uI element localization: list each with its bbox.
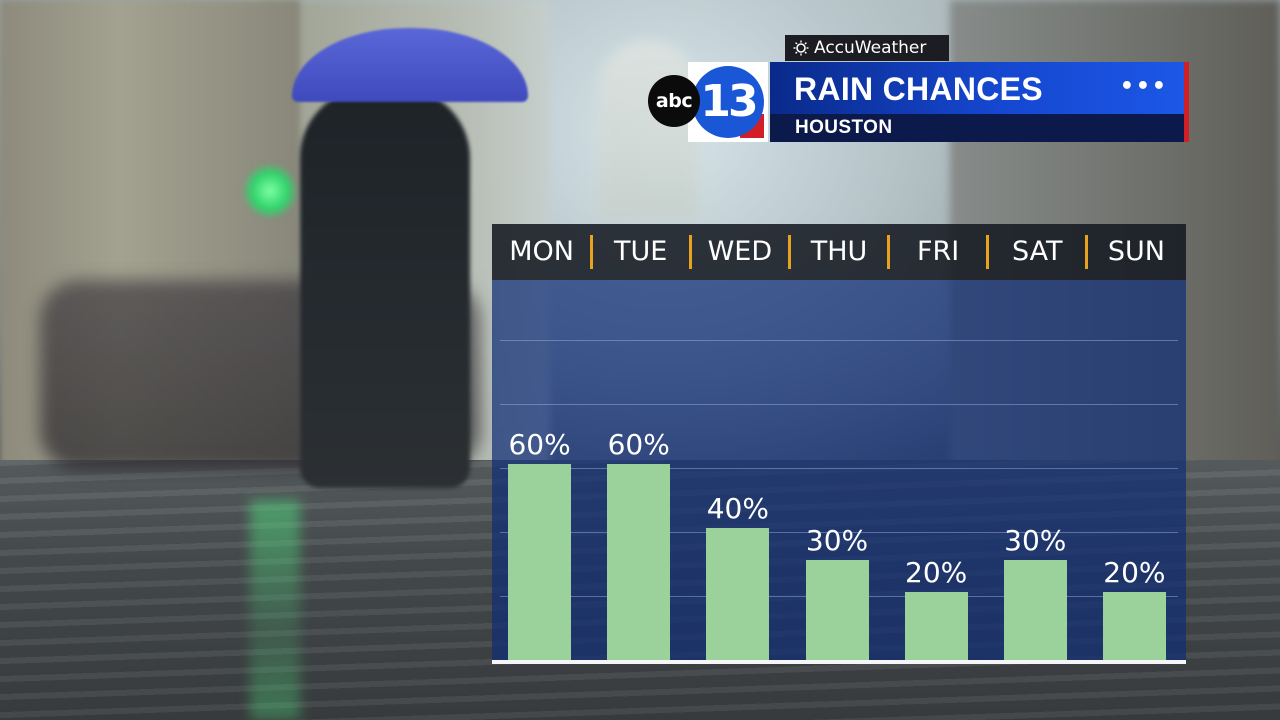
day-header-bar: MON TUE WED THU FRI SAT SUN — [492, 224, 1186, 280]
channel-13-logo: 13 — [688, 62, 768, 142]
day-label-sat: SAT — [1012, 236, 1063, 267]
day-label-mon: MON — [509, 236, 574, 267]
day-separator — [688, 235, 692, 269]
value-label-mon: 60% — [508, 428, 571, 461]
day-label-tue: TUE — [614, 236, 668, 267]
value-label-tue: 60% — [607, 428, 670, 461]
day-label-wed: WED — [707, 236, 773, 267]
day-label-sun: SUN — [1107, 236, 1165, 267]
accent-edge — [1184, 62, 1189, 142]
gridline — [500, 340, 1178, 341]
location-label: HOUSTON — [795, 117, 893, 138]
chart-plot-area: 60% 60% 40% 30% 20% 30% 20% — [492, 280, 1186, 664]
day-separator — [787, 235, 791, 269]
value-label-fri: 20% — [905, 556, 968, 589]
x-axis-line — [492, 660, 1186, 664]
gridline — [500, 468, 1178, 469]
accuweather-badge: AccuWeather — [785, 35, 949, 61]
day-label-thu: THU — [810, 236, 868, 267]
bar-sat — [1003, 560, 1067, 660]
day-separator — [1085, 235, 1089, 269]
pharmacy-cross-light — [242, 163, 298, 219]
day-label-fri: FRI — [917, 236, 960, 267]
bar-thu — [805, 560, 869, 660]
bar-wed — [706, 528, 770, 660]
page-title: RAIN CHANCES — [794, 71, 1043, 107]
sun-icon — [793, 40, 809, 56]
day-separator — [589, 235, 593, 269]
abc-logo: abc — [648, 75, 700, 127]
bar-sun — [1102, 592, 1166, 660]
day-separator — [986, 235, 990, 269]
bar-tue — [607, 464, 671, 660]
gridline — [500, 404, 1178, 405]
more-dots-icon: ••• — [1119, 74, 1168, 99]
accuweather-label: AccuWeather — [814, 38, 927, 58]
value-label-sat: 30% — [1004, 524, 1067, 557]
title-banner: RAIN CHANCES ••• — [770, 62, 1184, 114]
value-label-sun: 20% — [1103, 556, 1166, 589]
gridline — [500, 532, 1178, 533]
bar-fri — [904, 592, 968, 660]
pedestrian-silhouette — [300, 88, 470, 488]
channel-number: 13 — [692, 66, 764, 138]
bar-mon — [508, 464, 572, 660]
value-label-thu: 30% — [805, 524, 869, 557]
location-banner: HOUSTON — [770, 114, 1184, 142]
value-label-wed: 40% — [706, 492, 769, 525]
day-separator — [887, 235, 891, 269]
